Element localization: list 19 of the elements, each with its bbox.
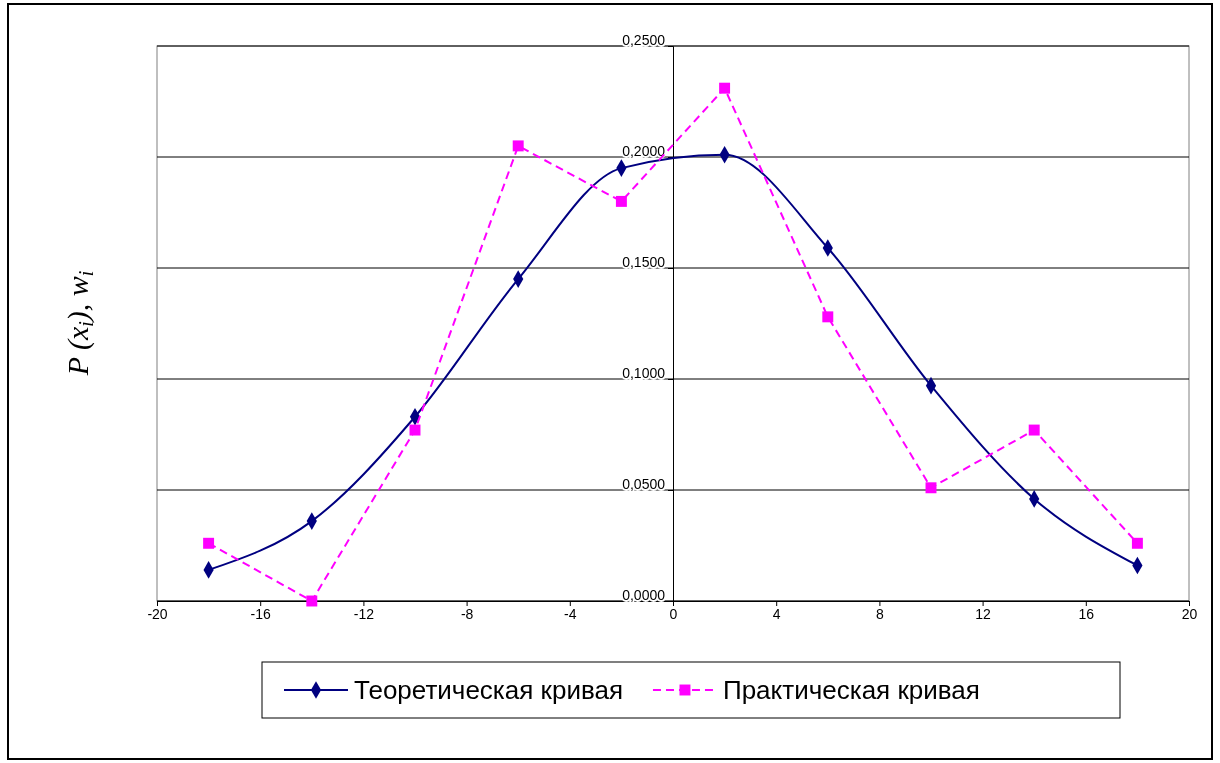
x-tick-label: -4 [564, 605, 577, 622]
x-tick-label: -12 [353, 605, 375, 622]
y-tick-label: 0,1000 [622, 365, 666, 382]
y-tick-label: 0,0500 [622, 476, 666, 493]
x-tick-label: 4 [772, 605, 781, 622]
y-tick-label: 0,2000 [622, 143, 666, 160]
y-tick-label: 0,1500 [622, 254, 666, 271]
x-tick-label: -16 [250, 605, 272, 622]
x-tick-label: 8 [876, 605, 884, 622]
legend-label: Теоретическая кривая [354, 675, 623, 705]
legend-label: Практическая кривая [722, 675, 980, 705]
x-tick-label: 20 [1181, 605, 1198, 622]
x-tick-label: 16 [1078, 605, 1095, 622]
x-tick-label: -8 [460, 605, 474, 622]
x-tick-label: 0 [669, 605, 678, 622]
x-tick-label: 12 [975, 605, 992, 622]
y-tick-label: 0,0000 [622, 587, 666, 604]
y-tick-label: 0,2500 [622, 32, 666, 49]
x-tick-label: -20 [147, 605, 168, 622]
